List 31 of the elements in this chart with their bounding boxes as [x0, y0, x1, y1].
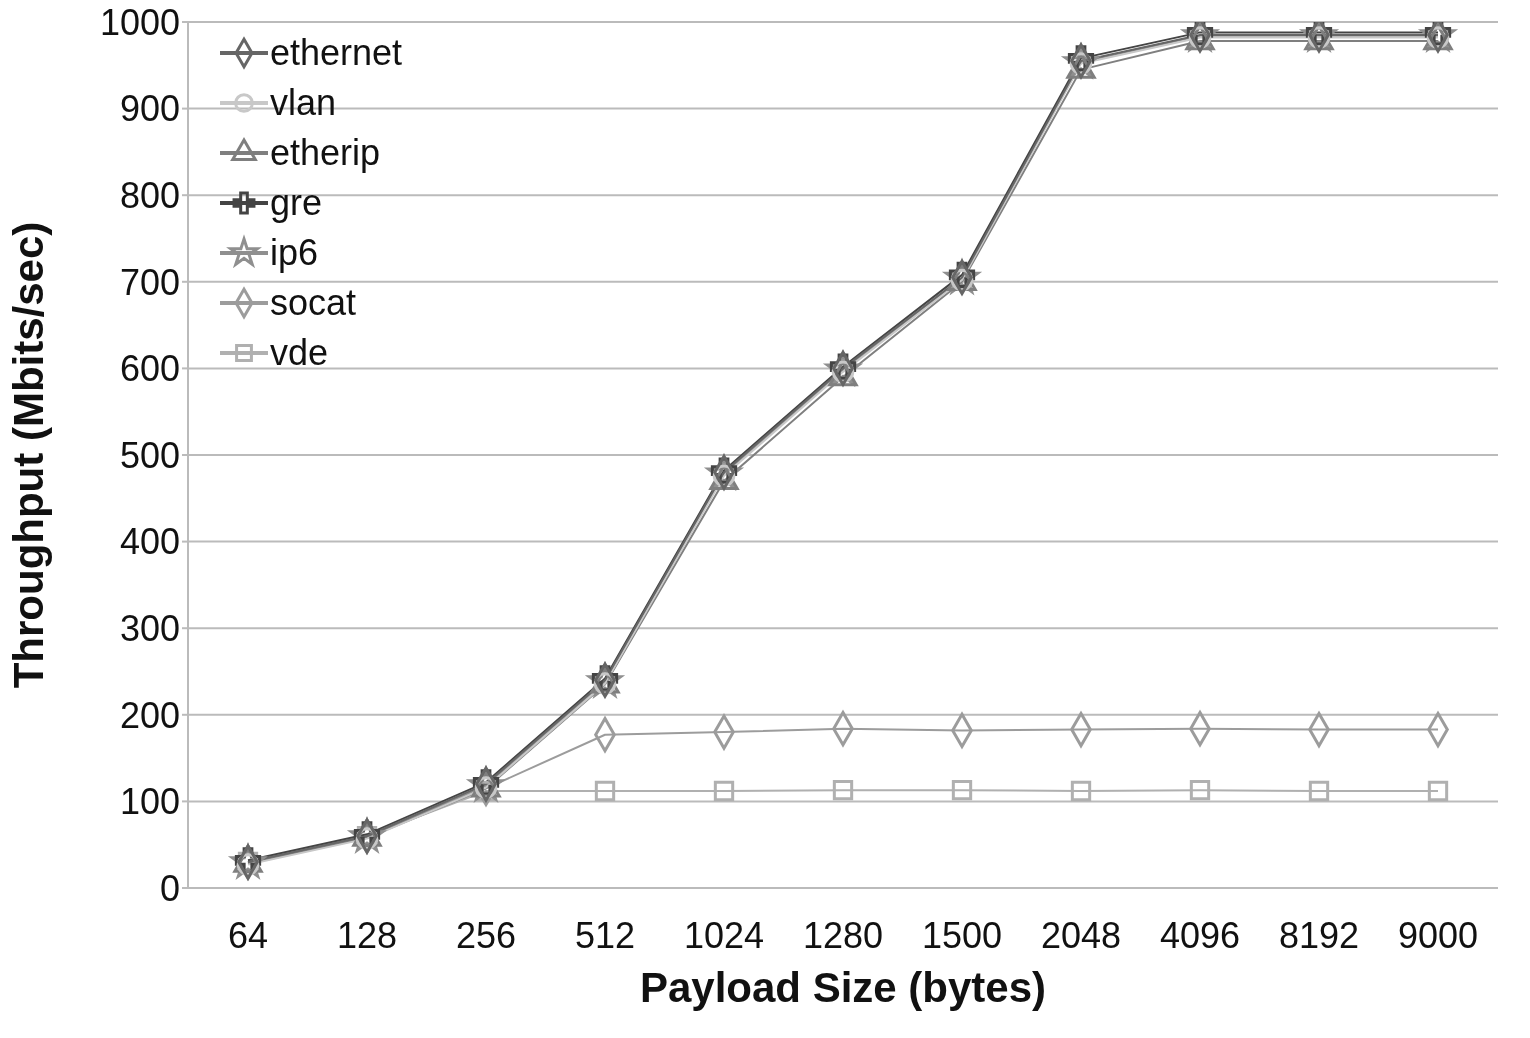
x-tick-label: 9000	[1397, 914, 1479, 956]
y-tick-label: 900	[119, 88, 180, 130]
y-tick-label: 700	[119, 261, 180, 303]
x-tick-label: 256	[455, 914, 517, 956]
legend-label: ethernet	[270, 32, 403, 74]
x-tick-label: 8192	[1278, 914, 1360, 956]
x-tick-label: 4096	[1159, 914, 1241, 956]
x-tick-label: 128	[336, 914, 398, 956]
y-tick-label: 600	[119, 348, 180, 390]
y-tick-label: 100	[119, 781, 180, 823]
legend-label: socat	[270, 282, 357, 324]
y-tick-label: 1000	[99, 1, 180, 43]
x-tick-label: 2048	[1040, 914, 1122, 956]
legend-label: gre	[270, 182, 323, 224]
y-tick-label: 400	[119, 521, 180, 563]
y-tick-label: 200	[119, 694, 180, 736]
x-tick-label: 1024	[683, 914, 765, 956]
y-tick-label: 500	[119, 434, 180, 476]
x-tick-label: 64	[227, 914, 269, 956]
legend-label: ip6	[270, 232, 319, 274]
x-tick-label: 512	[574, 914, 636, 956]
y-axis-title: Throughput (Mbits/sec)	[4, 221, 52, 689]
x-tick-label: 1280	[802, 914, 884, 956]
y-tick-label: 800	[119, 174, 180, 216]
x-tick-label: 1500	[921, 914, 1003, 956]
y-tick-label: 300	[119, 607, 180, 649]
y-tick-label: 0	[159, 867, 180, 909]
legend-label: etherip	[270, 132, 381, 174]
legend-label: vlan	[270, 82, 337, 124]
legend-label: vde	[270, 332, 329, 374]
x-axis-title: Payload Size (bytes)	[639, 964, 1047, 1011]
